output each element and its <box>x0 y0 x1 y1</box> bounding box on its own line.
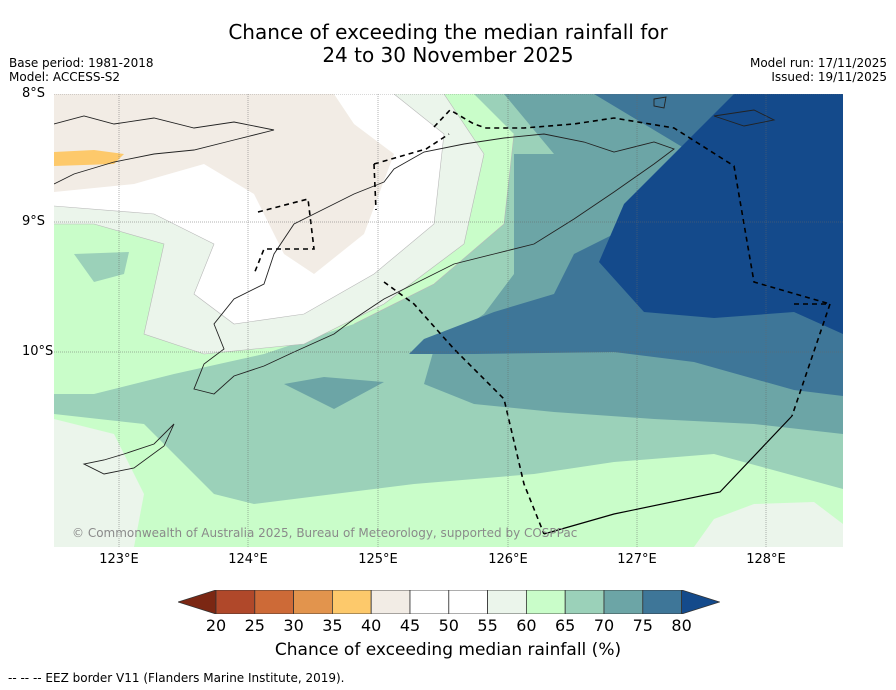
zone-35-40 <box>54 150 124 166</box>
colorbar-tick-label: 20 <box>205 616 227 635</box>
colorbar-segment <box>564 590 605 614</box>
colorbar-tick-label: 35 <box>322 616 343 635</box>
colorbar-segment <box>603 590 644 614</box>
colorbar-arrow-high <box>681 590 720 614</box>
colorbar-tick-label: 65 <box>555 616 576 635</box>
rainfall-map <box>54 94 843 547</box>
eez-border-solid <box>543 415 793 535</box>
lon-label-125e: 125°E <box>358 552 398 567</box>
colorbar-tick-label: 40 <box>361 616 382 635</box>
zone-70-75-small <box>284 377 384 409</box>
base-period: Base period: 1981-2018 <box>9 56 154 70</box>
colorbar-tick-label: 70 <box>593 616 615 635</box>
zone-70-75-sw <box>74 252 129 282</box>
colorbar-tick-label: 75 <box>632 616 653 635</box>
model-run: Model run: 17/11/2025 <box>749 56 887 70</box>
zone-above-80 <box>599 94 843 334</box>
colorbar-segment <box>642 590 682 614</box>
colorbar-segment <box>487 590 527 614</box>
title-line-2: 24 to 30 November 2025 <box>322 43 574 67</box>
lat-label-8s: 8°S <box>22 86 46 101</box>
colorbar-segment <box>293 590 333 614</box>
colorbar-tick-label: 25 <box>244 616 265 635</box>
colorbar-arrow-low <box>178 590 217 614</box>
lon-label-124e: 124°E <box>228 552 268 567</box>
colorbar-tick-label: 60 <box>516 616 537 635</box>
zone-60-65-south <box>54 414 843 547</box>
issued-date: Issued: 19/11/2025 <box>771 70 887 84</box>
colorbar-tick-label: 30 <box>283 616 304 635</box>
eez-border <box>253 108 832 535</box>
colorbar-label: Chance of exceeding median rainfall (%) <box>274 640 622 660</box>
colorbar-segment <box>525 590 566 614</box>
colorbar-tick-label: 45 <box>399 616 421 635</box>
graticule <box>54 94 843 547</box>
colorbar-tick-label: 80 <box>671 616 692 635</box>
title-line-1: Chance of exceeding the median rainfall … <box>228 20 668 44</box>
coastline <box>54 96 776 475</box>
colorbar <box>178 590 720 614</box>
colorbar-tick-label: 50 <box>438 616 459 635</box>
eez-footer-note: -- -- -- EEZ border V11 (Flanders Marine… <box>8 671 345 685</box>
copyright-notice: © Commonwealth of Australia 2025, Bureau… <box>72 526 578 540</box>
colorbar-segment <box>448 590 488 614</box>
lon-label-127e: 127°E <box>617 552 657 567</box>
zone-55-60-sw <box>54 419 144 547</box>
colorbar-segment <box>254 590 295 614</box>
zone-40-45 <box>54 94 394 274</box>
lon-label-128e: 128°E <box>746 552 786 567</box>
colorbar-segment <box>370 590 411 614</box>
zone-55-60-se <box>694 502 843 547</box>
colorbar-segment <box>409 590 450 614</box>
model-name: Model: ACCESS-S2 <box>9 70 121 84</box>
lon-label-123e: 123°E <box>99 552 139 567</box>
colorbar-segment <box>331 590 372 614</box>
lon-label-126e: 126°E <box>488 552 528 567</box>
colorbar-tick-label: 55 <box>477 616 498 635</box>
contour-lines <box>54 94 515 355</box>
lat-label-10s: 10°S <box>22 344 54 359</box>
colorbar-segment <box>215 590 256 614</box>
lat-label-9s: 9°S <box>22 214 46 229</box>
